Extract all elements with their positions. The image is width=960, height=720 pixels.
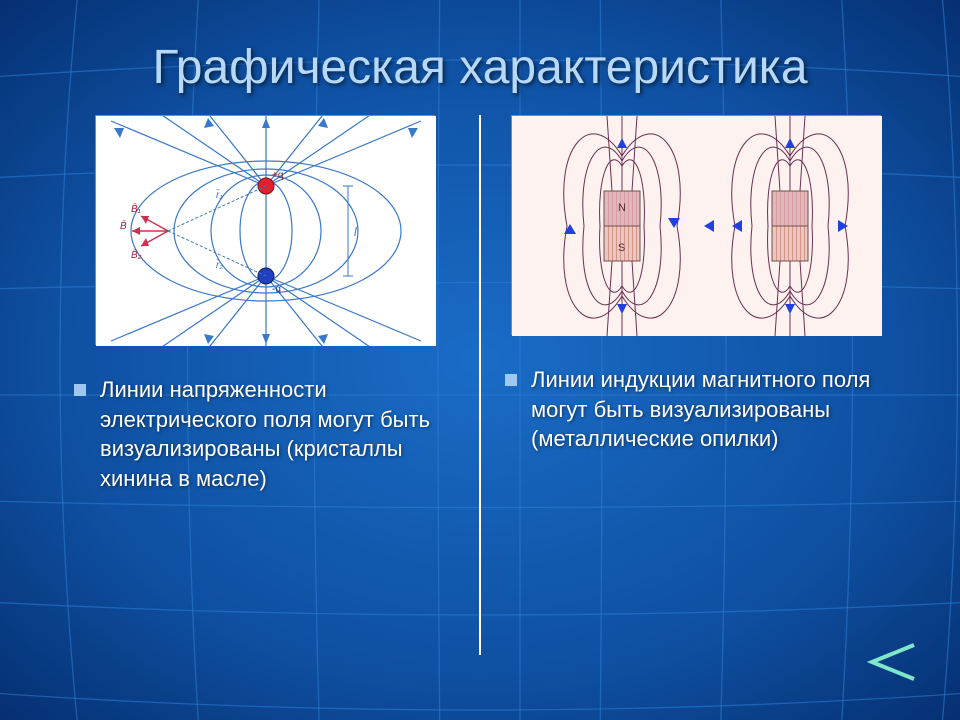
svg-text:-q: -q: [272, 284, 281, 295]
bar-magnet-diagram: N S: [511, 115, 881, 335]
left-bullet: Линии напряженности электрического поля …: [68, 375, 461, 494]
bullet-square-icon: [74, 384, 86, 396]
svg-text:l: l: [354, 225, 357, 239]
two-column-layout: l r̄₁ r̄₂ B̄₁: [50, 115, 910, 655]
svg-text:r̄₂: r̄₂: [216, 258, 223, 271]
right-bullet: Линии индукции магнитного поля могут быт…: [499, 365, 892, 454]
electric-dipole-diagram: l r̄₁ r̄₂ B̄₁: [95, 115, 435, 345]
bullet-square-icon: [505, 374, 517, 386]
left-bullet-text: Линии напряженности электрического поля …: [100, 375, 461, 494]
right-bullet-text: Линии индукции магнитного поля могут быт…: [531, 365, 892, 454]
right-column: N S: [481, 115, 910, 655]
left-column: l r̄₁ r̄₂ B̄₁: [50, 115, 479, 655]
back-nav-button[interactable]: [858, 637, 922, 692]
svg-text:N: N: [618, 202, 626, 214]
svg-text:S: S: [618, 242, 625, 254]
svg-text:B̄: B̄: [120, 219, 127, 232]
svg-text:B̄₁: B̄₁: [131, 202, 141, 215]
svg-text:B̄₂: B̄₂: [131, 248, 142, 261]
svg-text:+q: +q: [272, 170, 283, 181]
svg-text:r̄₁: r̄₁: [216, 188, 222, 201]
slide-title: Графическая характеристика: [50, 40, 910, 95]
